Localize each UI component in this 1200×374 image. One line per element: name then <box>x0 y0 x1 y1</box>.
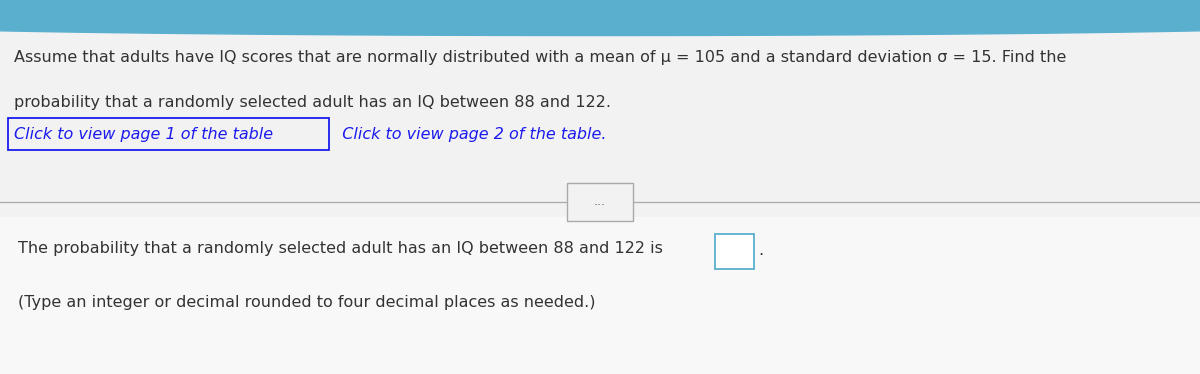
Text: Click to view page 2 of the table.: Click to view page 2 of the table. <box>332 127 607 142</box>
Bar <box>715 234 754 269</box>
Text: .: . <box>758 243 763 258</box>
Bar <box>0 0 1200 22</box>
Text: probability that a randomly selected adult has an IQ between 88 and 122.: probability that a randomly selected adu… <box>14 95 612 110</box>
Text: (Type an integer or decimal rounded to four decimal places as needed.): (Type an integer or decimal rounded to f… <box>18 295 595 310</box>
Bar <box>568 183 634 221</box>
Bar <box>0 217 1200 374</box>
Text: Assume that adults have IQ scores that are normally distributed with a mean of μ: Assume that adults have IQ scores that a… <box>14 50 1067 65</box>
Bar <box>8 118 329 150</box>
Text: The probability that a randomly selected adult has an IQ between 88 and 122 is: The probability that a randomly selected… <box>18 241 662 256</box>
Text: Click to view page 1 of the table: Click to view page 1 of the table <box>14 127 274 142</box>
Text: ...: ... <box>594 196 606 208</box>
